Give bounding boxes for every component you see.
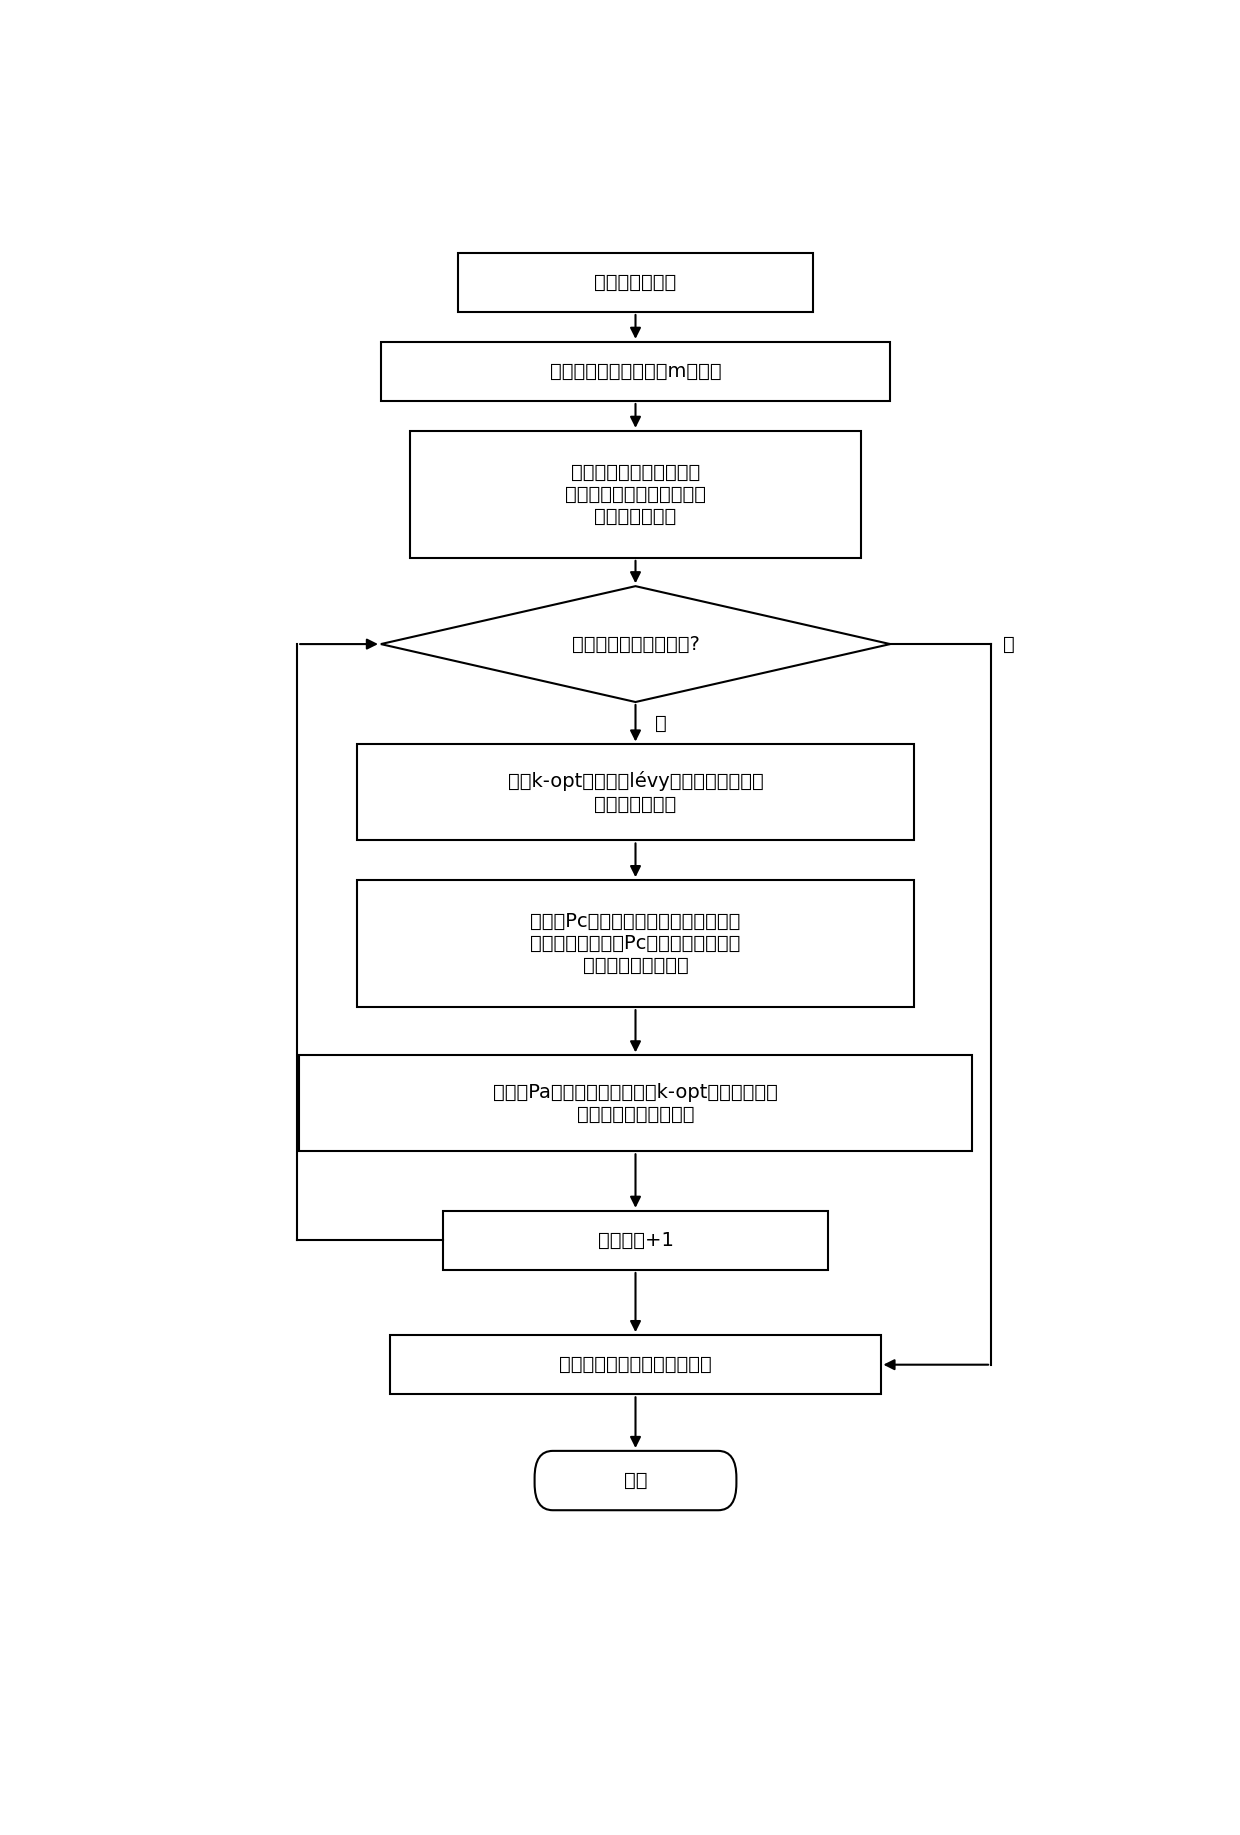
FancyBboxPatch shape	[534, 1451, 737, 1510]
FancyBboxPatch shape	[357, 881, 914, 1007]
Text: 通过k-opt算法改进lévy飞行，并得到新的
解，记录最优解: 通过k-opt算法改进lévy飞行，并得到新的 解，记录最优解	[507, 771, 764, 813]
Text: 迭代次数+1: 迭代次数+1	[598, 1231, 673, 1250]
Text: 初始化算法参数: 初始化算法参数	[594, 273, 677, 292]
FancyBboxPatch shape	[409, 431, 862, 558]
Text: 通过整数编码随机产生m个鸟窝: 通过整数编码随机产生m个鸟窝	[549, 361, 722, 382]
FancyBboxPatch shape	[381, 341, 890, 402]
Text: 是: 是	[1003, 635, 1014, 653]
Text: 以概率Pa抛弃较差解，并通过k-opt算法产生新的
局部解，并记录最优解: 以概率Pa抛弃较差解，并通过k-opt算法产生新的 局部解，并记录最优解	[494, 1083, 777, 1123]
FancyBboxPatch shape	[444, 1211, 828, 1270]
Text: 计算每个鸟蛋的个体适应
度，并记录鸟窝个体极值及
相应的鸟窝个体: 计算每个鸟蛋的个体适应 度，并记录鸟窝个体极值及 相应的鸟窝个体	[565, 462, 706, 527]
Text: 以概率Pc对所得解进行监视，避免解陷
入局部最优，其中Pc为智能布谷鸟占总
布谷鸟数量的百分比: 以概率Pc对所得解进行监视，避免解陷 入局部最优，其中Pc为智能布谷鸟占总 布谷…	[531, 912, 740, 974]
FancyBboxPatch shape	[458, 253, 813, 312]
Text: 比较求取最优解及相应的鸟窝: 比较求取最优解及相应的鸟窝	[559, 1356, 712, 1374]
FancyBboxPatch shape	[357, 745, 914, 840]
Text: 迭代次数是否达到最大?: 迭代次数是否达到最大?	[572, 635, 699, 653]
FancyBboxPatch shape	[299, 1055, 972, 1151]
Polygon shape	[381, 585, 890, 703]
Text: 否: 否	[655, 714, 666, 732]
Text: 结束: 结束	[624, 1472, 647, 1490]
FancyBboxPatch shape	[391, 1336, 880, 1395]
